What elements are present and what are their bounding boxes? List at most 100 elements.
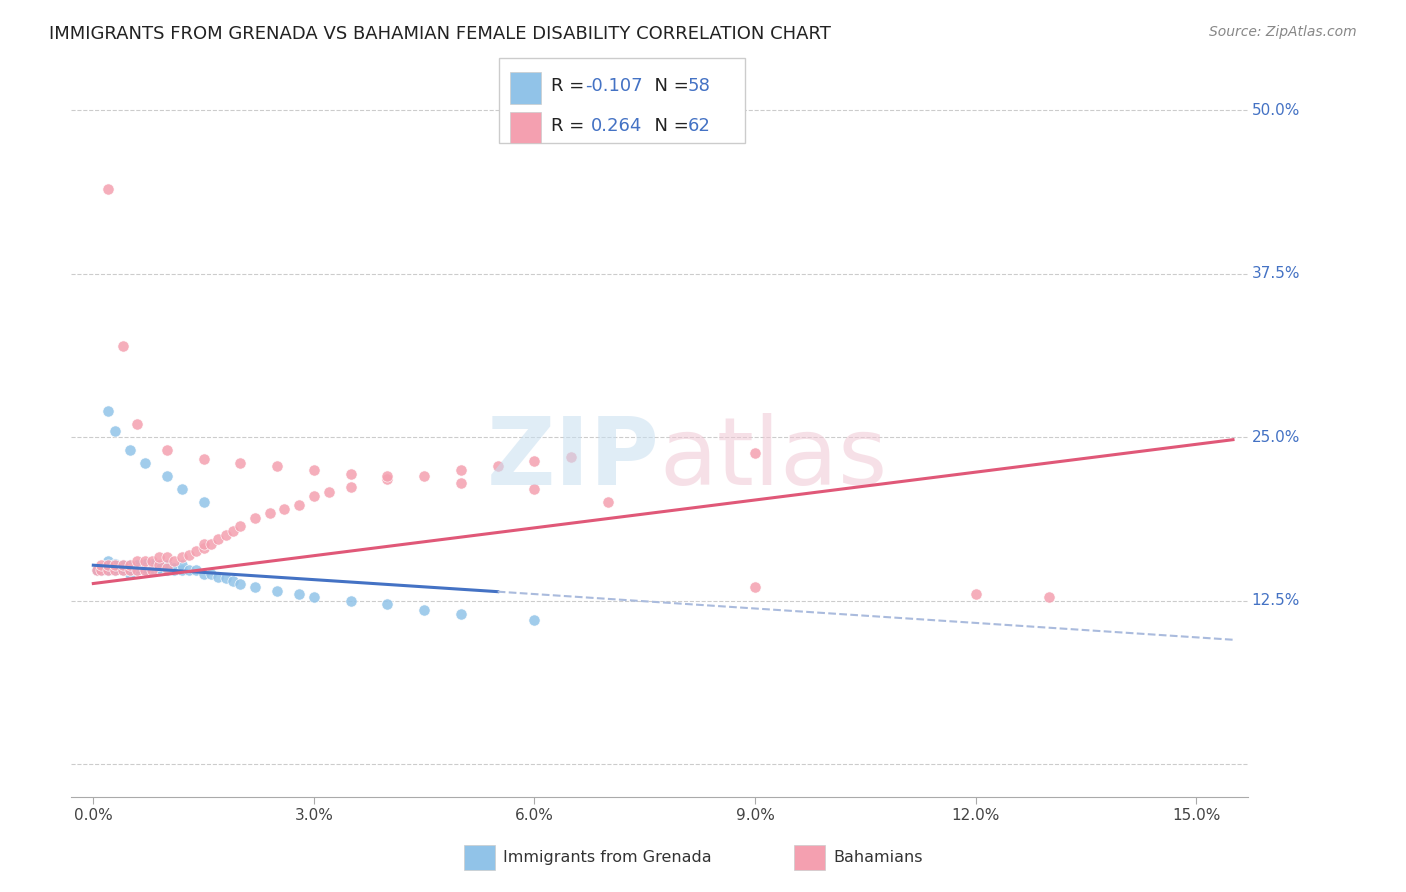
Point: [111, 561, 134, 575]
Point: [288, 498, 311, 512]
Text: 25.0%: 25.0%: [1251, 430, 1299, 444]
Point: [339, 480, 361, 494]
Point: [86, 564, 108, 578]
Point: [193, 541, 215, 556]
Text: 0.264: 0.264: [591, 117, 643, 135]
Point: [93, 561, 115, 575]
Point: [120, 443, 142, 458]
Point: [120, 558, 142, 573]
Point: [156, 469, 179, 483]
Point: [134, 564, 156, 578]
Text: ZIP: ZIP: [486, 413, 659, 505]
Point: [186, 564, 208, 578]
Point: [104, 424, 127, 438]
Point: [134, 557, 156, 571]
Point: [523, 483, 546, 497]
Point: [104, 564, 127, 578]
Point: [148, 550, 170, 565]
Point: [120, 567, 142, 582]
Point: [596, 495, 619, 509]
Text: -0.107: -0.107: [585, 77, 643, 95]
Point: [273, 502, 295, 516]
Point: [141, 561, 163, 575]
Point: [163, 561, 186, 575]
Point: [148, 558, 170, 573]
Text: N =: N =: [643, 117, 695, 135]
Point: [97, 554, 120, 568]
Point: [339, 467, 361, 481]
Point: [177, 564, 200, 578]
Text: R =: R =: [551, 77, 591, 95]
Point: [207, 570, 229, 584]
Point: [222, 574, 245, 588]
Point: [229, 519, 252, 533]
Point: [111, 564, 134, 578]
Point: [111, 564, 134, 578]
Text: Source: ZipAtlas.com: Source: ZipAtlas.com: [1209, 25, 1357, 39]
Point: [120, 564, 142, 578]
Point: [111, 558, 134, 573]
Point: [111, 338, 134, 352]
Point: [134, 561, 156, 575]
Point: [127, 564, 149, 578]
Point: [266, 584, 288, 599]
Point: [163, 554, 186, 568]
Point: [193, 567, 215, 582]
Point: [214, 528, 236, 542]
Point: [186, 544, 208, 558]
Point: [413, 602, 436, 616]
Point: [134, 554, 156, 568]
Point: [193, 537, 215, 551]
Text: 62: 62: [688, 117, 710, 135]
Point: [86, 564, 108, 578]
Point: [141, 554, 163, 568]
Point: [214, 571, 236, 585]
Text: 37.5%: 37.5%: [1251, 266, 1301, 281]
Point: [148, 558, 170, 573]
Point: [200, 567, 222, 582]
Point: [156, 443, 179, 458]
Point: [523, 453, 546, 467]
Point: [141, 557, 163, 571]
Text: IMMIGRANTS FROM GRENADA VS BAHAMIAN FEMALE DISABILITY CORRELATION CHART: IMMIGRANTS FROM GRENADA VS BAHAMIAN FEMA…: [49, 25, 831, 43]
Point: [163, 564, 186, 578]
Point: [302, 489, 325, 503]
Point: [377, 469, 399, 483]
Point: [450, 607, 472, 621]
Point: [170, 564, 193, 578]
Point: [104, 561, 127, 575]
Point: [134, 456, 156, 470]
Point: [288, 587, 311, 601]
Point: [156, 558, 179, 573]
Text: Immigrants from Grenada: Immigrants from Grenada: [503, 850, 711, 864]
Point: [170, 558, 193, 573]
Point: [200, 537, 222, 551]
Point: [148, 561, 170, 575]
Point: [156, 561, 179, 575]
Point: [177, 548, 200, 562]
Point: [104, 558, 127, 573]
Point: [90, 561, 112, 575]
Point: [450, 475, 472, 490]
Point: [302, 463, 325, 477]
Text: Bahamians: Bahamians: [834, 850, 924, 864]
Text: atlas: atlas: [659, 413, 887, 505]
Point: [243, 581, 266, 595]
Point: [318, 485, 340, 500]
Point: [134, 564, 156, 578]
Point: [259, 506, 281, 520]
Point: [523, 613, 546, 627]
Point: [127, 417, 149, 431]
Point: [207, 532, 229, 546]
Point: [170, 483, 193, 497]
Point: [97, 558, 120, 573]
Point: [127, 561, 149, 575]
Point: [90, 558, 112, 573]
Point: [450, 463, 472, 477]
Text: 50.0%: 50.0%: [1251, 103, 1299, 118]
Point: [97, 564, 120, 578]
Text: 58: 58: [688, 77, 710, 95]
Point: [141, 564, 163, 578]
Point: [193, 495, 215, 509]
Point: [413, 469, 436, 483]
